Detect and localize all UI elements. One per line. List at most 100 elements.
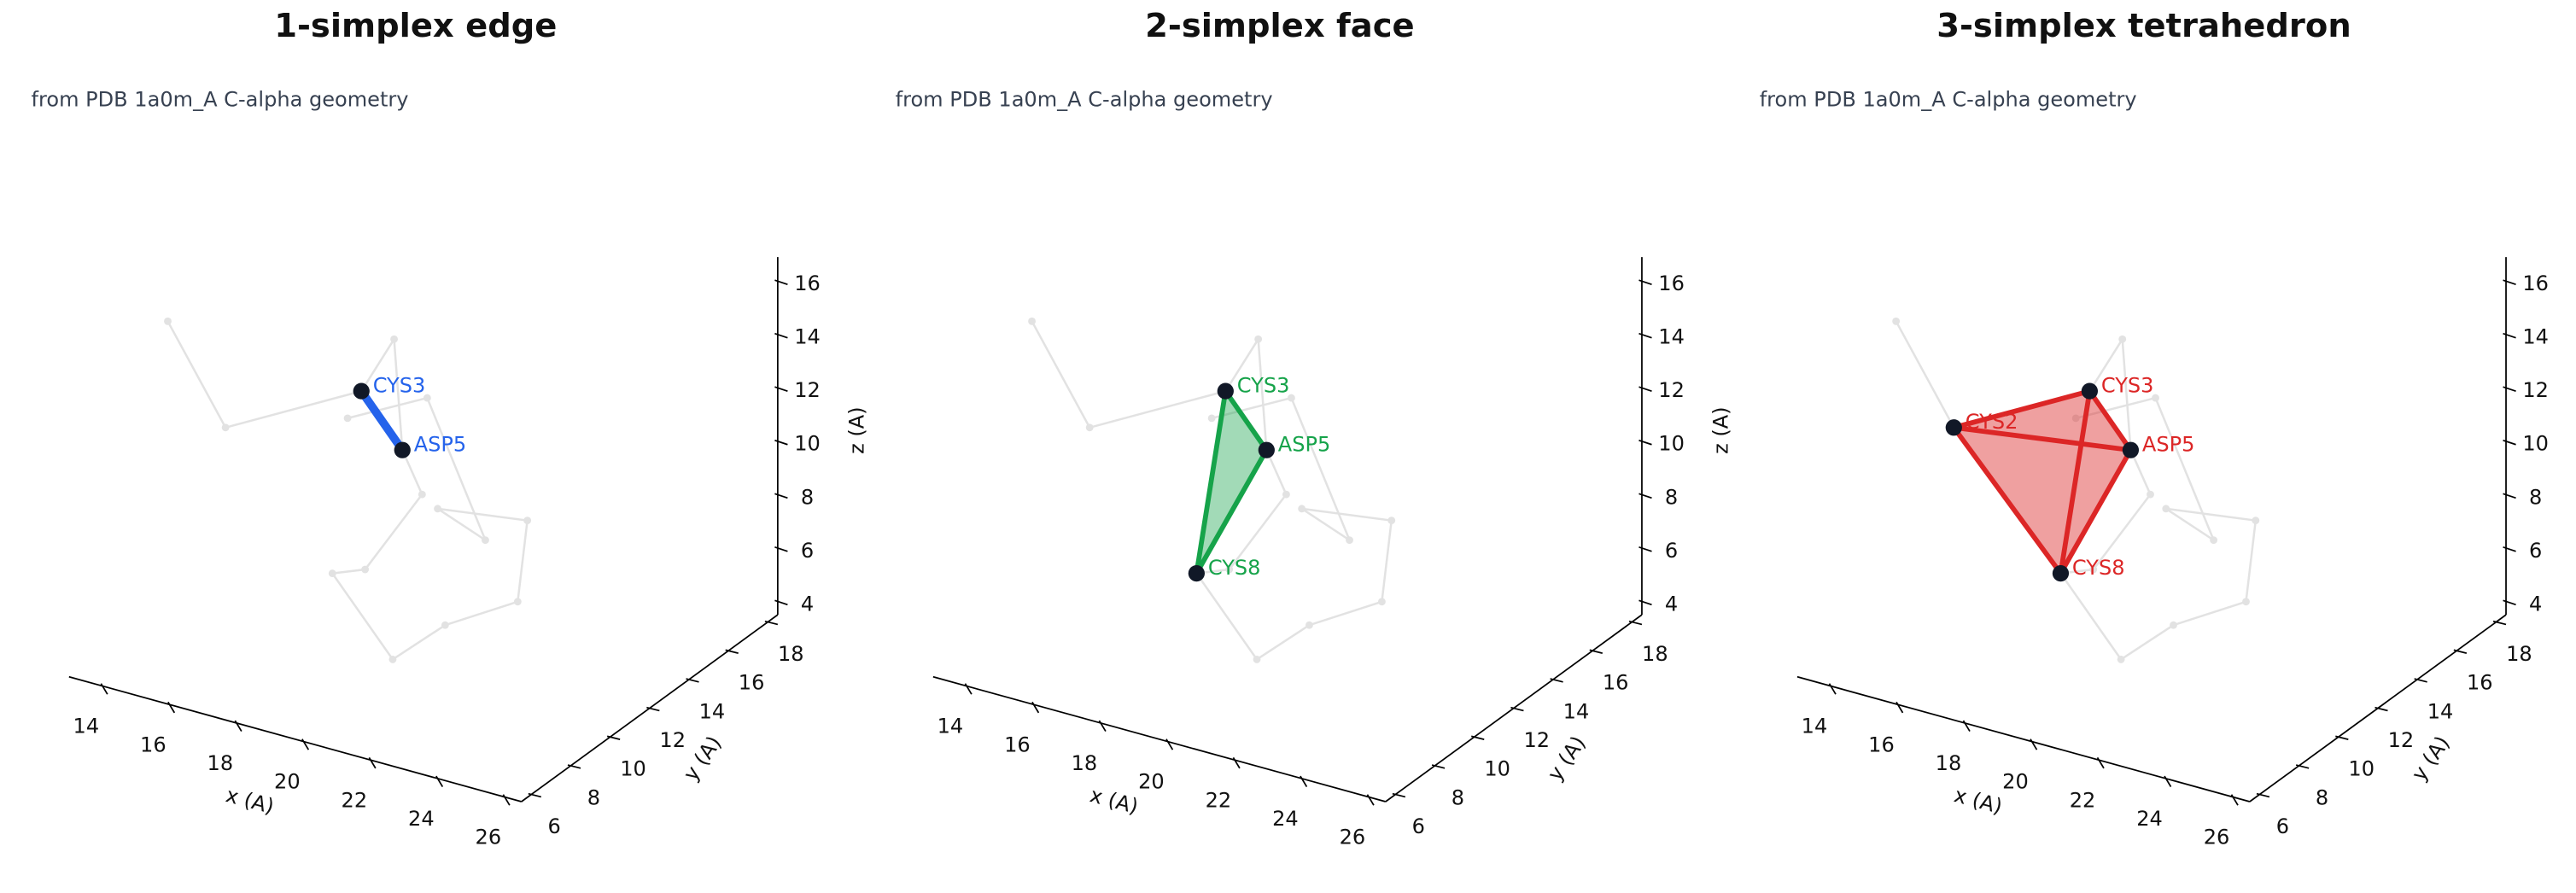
vertex-label: ASP5 xyxy=(414,432,467,456)
simplex-edge xyxy=(2058,388,2093,576)
backbone-atom xyxy=(1306,621,1313,629)
y-tick xyxy=(1510,706,1524,712)
backbone-atom xyxy=(1346,536,1353,545)
z-tick-label: 16 xyxy=(794,271,821,295)
z-tick xyxy=(774,279,788,285)
y-tick xyxy=(1471,735,1485,740)
z-axis-label: z (A) xyxy=(2573,406,2576,453)
y-tick-label: 14 xyxy=(699,699,726,723)
y-tick xyxy=(646,706,660,712)
backbone-atom xyxy=(343,414,352,423)
y-tick-label: 18 xyxy=(1642,642,1668,666)
z-tick-label: 6 xyxy=(1665,539,1678,563)
backbone-atom xyxy=(1207,414,1216,423)
backbone-trace xyxy=(1895,320,2258,662)
z-tick-label: 10 xyxy=(794,432,821,456)
y-tick-label: 8 xyxy=(2316,785,2328,809)
z-tick-label: 4 xyxy=(2529,592,2542,616)
backbone-atom xyxy=(2210,536,2218,545)
y-axis-label: y (A) xyxy=(2407,732,2455,785)
x-tick xyxy=(1366,794,1375,806)
x-tick-label: 16 xyxy=(1868,732,1895,756)
vertex xyxy=(394,441,411,458)
x-tick-label: 20 xyxy=(1138,770,1165,794)
backbone-atom xyxy=(1377,598,1386,606)
z-axis-label: z (A) xyxy=(844,406,868,453)
backbone-atom xyxy=(1387,517,1396,525)
vertex xyxy=(2122,441,2140,458)
z-tick-label: 10 xyxy=(1658,432,1685,456)
vertex xyxy=(353,382,370,400)
z-tick xyxy=(2503,599,2516,606)
x-tick-label: 20 xyxy=(274,770,301,794)
z-tick-label: 8 xyxy=(801,485,814,509)
backbone-atom xyxy=(1028,317,1036,325)
backbone-atom xyxy=(2162,505,2170,513)
x-tick xyxy=(2096,756,2105,769)
z-tick-label: 12 xyxy=(1658,378,1685,402)
z-tick-label: 4 xyxy=(801,592,814,616)
x-tick xyxy=(368,756,377,769)
x-tick-label: 22 xyxy=(1206,788,1232,812)
vertex-label: CYS3 xyxy=(1237,373,1290,397)
x-tick xyxy=(1165,738,1174,750)
backbone-atom xyxy=(1225,565,1234,574)
x-tick xyxy=(435,775,444,787)
simplex-face xyxy=(1196,391,1267,574)
x-axis-label: x (A) xyxy=(224,783,277,819)
z-tick xyxy=(2503,386,2516,393)
vertex-label: CYS8 xyxy=(1208,556,1261,580)
z-tick xyxy=(1638,493,1652,499)
backbone-atom xyxy=(434,505,442,513)
y-tick-label: 6 xyxy=(548,814,561,838)
x-axis-label: x (A) xyxy=(1952,783,2005,819)
x-tick-label: 16 xyxy=(140,732,166,756)
x-tick-label: 26 xyxy=(476,826,502,849)
x-tick-label: 24 xyxy=(2136,807,2163,831)
z-tick-label: 10 xyxy=(2522,432,2549,456)
backbone-atom xyxy=(1085,423,1094,432)
backbone-atom xyxy=(328,569,336,578)
x-tick xyxy=(167,701,176,714)
x-tick-label: 22 xyxy=(2070,788,2096,812)
z-tick xyxy=(1638,332,1652,339)
z-tick-label: 8 xyxy=(2529,485,2542,509)
backbone-atom xyxy=(2252,517,2260,525)
backbone-atom xyxy=(523,517,532,525)
x-tick-label: 22 xyxy=(342,788,368,812)
subtitle: from PDB 1a0m_A C-alpha geometry xyxy=(1760,87,2137,111)
axis-line xyxy=(932,675,1387,803)
backbone-atom xyxy=(1253,655,1261,663)
y-axis-label: y (A) xyxy=(679,732,727,785)
backbone-atom xyxy=(1282,490,1290,499)
chart-title: 1-simplex edge xyxy=(274,7,557,45)
simplex-edge xyxy=(1223,388,1270,453)
y-tick-label: 14 xyxy=(1563,699,1590,723)
backbone-atom xyxy=(2152,394,2159,402)
x-tick-label: 16 xyxy=(1004,732,1031,756)
z-tick xyxy=(774,599,788,606)
y-tick-label: 10 xyxy=(2348,757,2374,781)
x-tick-label: 14 xyxy=(1802,715,1828,738)
z-tick-label: 14 xyxy=(794,325,821,349)
panel: 2-simplex face from PDB 1a0m_A C-alpha ge… xyxy=(896,7,1733,849)
backbone-atom xyxy=(2147,490,2154,499)
subtitle: from PDB 1a0m_A C-alpha geometry xyxy=(32,87,409,111)
simplex-edge xyxy=(2087,388,2134,453)
panel: 3-simplex tetrahedron from PDB 1a0m_A C-a… xyxy=(1760,7,2576,849)
y-tick xyxy=(725,649,739,654)
y-tick-label: 8 xyxy=(1452,785,1464,809)
x-tick-label: 14 xyxy=(73,715,100,738)
backbone-atom xyxy=(2089,565,2098,574)
x-tick xyxy=(2030,738,2038,750)
x-tick-label: 18 xyxy=(1936,751,1962,775)
simplex-face xyxy=(2060,391,2131,574)
simplex-face xyxy=(1954,391,2090,574)
backbone-atom xyxy=(441,621,449,629)
y-tick-label: 18 xyxy=(778,642,804,666)
subtitle: from PDB 1a0m_A C-alpha geometry xyxy=(896,87,1273,111)
simplex-edge xyxy=(1951,388,2093,430)
x-tick-label: 24 xyxy=(1272,807,1299,831)
panel: 1-simplex edge from PDB 1a0m_A C-alpha ge… xyxy=(32,7,869,849)
y-tick xyxy=(1392,792,1406,798)
